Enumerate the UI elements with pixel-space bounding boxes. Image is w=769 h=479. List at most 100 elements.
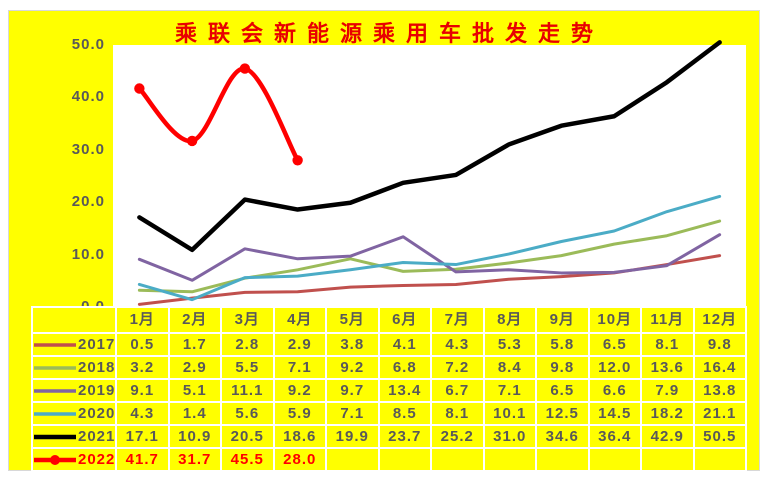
value-cell: 23.7 <box>379 426 430 447</box>
month-header-cell: 1月 <box>117 308 168 332</box>
value-cell: 10.9 <box>169 426 220 447</box>
table-row-2019: 2019 9.1 5.1 11.1 9.2 9.7 13.4 6.7 7.1 6.5 6.6 7.9 1… <box>33 380 745 401</box>
legend-year-label: 2020 <box>78 405 115 422</box>
value-cell <box>432 449 483 470</box>
value-cell: 36.4 <box>589 426 640 447</box>
table-row-2021: 2021 17.1 10.9 20.5 18.6 19.9 23.7 25.2 31.0 34.6… <box>33 426 745 447</box>
value-cell: 13.4 <box>379 380 430 401</box>
y-axis-tick-label: 40.0 <box>71 88 105 106</box>
value-cell: 7.1 <box>327 403 378 424</box>
value-cell: 18.6 <box>274 426 325 447</box>
month-header-cell: 8月 <box>484 308 535 332</box>
value-cell: 8.1 <box>642 334 693 355</box>
legend-line-sample-icon <box>34 455 76 466</box>
month-header-cell: 2月 <box>169 308 220 332</box>
table-row-2018: 2018 3.2 2.9 5.5 7.1 9.2 6.8 7.2 8.4 9.8 12.0 13.6 1… <box>33 357 745 378</box>
value-cell: 4.3 <box>432 334 483 355</box>
value-cell: 45.5 <box>222 449 273 470</box>
legend-cell-2019: 2019 <box>33 380 115 401</box>
table-row-2020: 2020 4.3 1.4 5.6 5.9 7.1 8.5 8.1 10.1 12.5 14.5 18.… <box>33 403 745 424</box>
value-cell <box>379 449 430 470</box>
data-point-marker-2022 <box>292 155 303 166</box>
value-cell: 8.1 <box>432 403 483 424</box>
value-cell: 2.8 <box>222 334 273 355</box>
value-cell: 28.0 <box>274 449 325 470</box>
series-line-2018 <box>137 219 722 294</box>
value-cell: 6.5 <box>537 380 588 401</box>
value-cell: 10.1 <box>484 403 535 424</box>
value-cell: 8.4 <box>484 357 535 378</box>
month-header-cell: 6月 <box>379 308 430 332</box>
legend-year-label: 2018 <box>78 359 115 376</box>
series-line-2022 <box>137 66 300 163</box>
legend-cell-2020: 2020 <box>33 403 115 424</box>
legend-line-sample-icon <box>34 434 76 440</box>
value-cell: 7.9 <box>642 380 693 401</box>
month-header-cell: 3月 <box>222 308 273 332</box>
value-cell: 2.9 <box>169 357 220 378</box>
value-cell: 25.2 <box>432 426 483 447</box>
value-cell: 14.5 <box>589 403 640 424</box>
month-header-cell: 7月 <box>432 308 483 332</box>
value-cell: 13.8 <box>694 380 745 401</box>
value-cell: 31.0 <box>484 426 535 447</box>
value-cell: 42.9 <box>642 426 693 447</box>
data-table-wrap: 1月 2月 3月 4月 5月 6月 7月 8月 9月 10月 11月 12月 2017 0.5 1.7 2.8… <box>31 306 747 472</box>
value-cell: 41.7 <box>117 449 168 470</box>
line-chart-svg <box>134 40 722 306</box>
legend-line-sample-icon <box>34 389 76 393</box>
value-cell <box>537 449 588 470</box>
y-axis-tick-label: 20.0 <box>71 193 105 211</box>
value-cell: 4.3 <box>117 403 168 424</box>
value-cell: 9.8 <box>537 357 588 378</box>
value-cell: 9.1 <box>117 380 168 401</box>
legend-year-label: 2022 <box>78 451 115 468</box>
value-cell: 17.1 <box>117 426 168 447</box>
value-cell: 19.9 <box>327 426 378 447</box>
value-cell: 12.0 <box>589 357 640 378</box>
value-cell: 5.1 <box>169 380 220 401</box>
data-table: 1月 2月 3月 4月 5月 6月 7月 8月 9月 10月 11月 12月 2017 0.5 1.7 2.8… <box>31 306 747 472</box>
value-cell: 9.8 <box>694 334 745 355</box>
table-header-row: 1月 2月 3月 4月 5月 6月 7月 8月 9月 10月 11月 12月 <box>33 308 745 332</box>
value-cell: 11.1 <box>222 380 273 401</box>
legend-year-label: 2021 <box>78 428 115 445</box>
value-cell: 0.5 <box>117 334 168 355</box>
value-cell: 6.8 <box>379 357 430 378</box>
data-point-marker-2022 <box>186 135 198 147</box>
y-axis-tick-label: 10.0 <box>71 245 105 263</box>
value-cell: 31.7 <box>169 449 220 470</box>
line-chart-plot <box>113 40 746 307</box>
value-cell: 34.6 <box>537 426 588 447</box>
value-cell: 50.5 <box>694 426 745 447</box>
value-cell: 9.2 <box>327 357 378 378</box>
value-cell: 20.5 <box>222 426 273 447</box>
value-cell: 1.7 <box>169 334 220 355</box>
value-cell: 6.5 <box>589 334 640 355</box>
value-cell <box>589 449 640 470</box>
y-axis-tick-label: 30.0 <box>71 140 105 158</box>
value-cell: 9.7 <box>327 380 378 401</box>
value-cell: 7.1 <box>274 357 325 378</box>
value-cell: 16.4 <box>694 357 745 378</box>
y-axis-tick-label: 50.0 <box>71 36 105 53</box>
value-cell: 7.1 <box>484 380 535 401</box>
legend-line-sample-icon <box>34 366 76 370</box>
value-cell: 12.5 <box>537 403 588 424</box>
value-cell: 21.1 <box>694 403 745 424</box>
month-header-cell: 5月 <box>327 308 378 332</box>
legend-year-label: 2019 <box>78 382 115 399</box>
value-cell: 5.8 <box>537 334 588 355</box>
month-header-cell: 11月 <box>642 308 693 332</box>
value-cell: 7.2 <box>432 357 483 378</box>
legend-year-label: 2017 <box>78 336 115 353</box>
legend-line-sample-icon <box>34 412 76 416</box>
value-cell: 5.6 <box>222 403 273 424</box>
series-line-2019 <box>137 233 722 282</box>
value-cell: 6.6 <box>589 380 640 401</box>
legend-cell-2018: 2018 <box>33 357 115 378</box>
value-cell: 2.9 <box>274 334 325 355</box>
data-point-marker-2022 <box>239 63 251 74</box>
value-cell: 9.2 <box>274 380 325 401</box>
legend-cell-2017: 2017 <box>33 334 115 355</box>
